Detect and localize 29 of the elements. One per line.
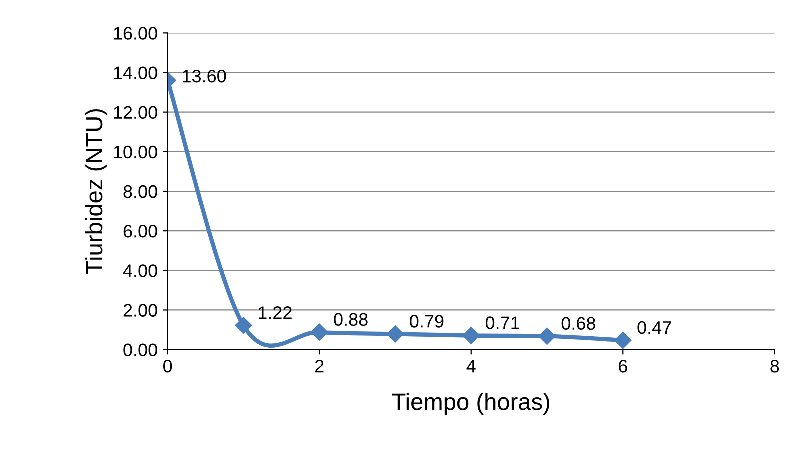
x-tick-label: 4 xyxy=(466,360,476,373)
y-tick-label: 16.00 xyxy=(114,27,158,40)
y-axis-title: Tiurbidez (NTU) xyxy=(85,109,108,274)
y-tick-label: 14.00 xyxy=(114,66,158,80)
x-tick-label: 0 xyxy=(164,360,172,373)
y-tick-label: 6.00 xyxy=(124,225,158,238)
y-tick-label: 0.00 xyxy=(124,344,158,357)
data-label: 0.88 xyxy=(334,313,368,326)
y-tick-label: 10.00 xyxy=(114,146,158,159)
y-tick-label: 4.00 xyxy=(123,264,158,278)
point xyxy=(386,326,404,343)
data-label: 13.60 xyxy=(183,70,226,83)
data-label: 0.47 xyxy=(638,321,672,334)
data-label: 0.71 xyxy=(486,316,520,330)
y-tick-label: 2.00 xyxy=(124,304,158,317)
y-tick-label: 8.00 xyxy=(124,185,158,198)
data-label: 0.68 xyxy=(562,317,596,330)
x-tick-label: 6 xyxy=(619,360,628,373)
y-tick-label: 12.00 xyxy=(114,106,158,120)
data-label: 1.22 xyxy=(258,306,292,320)
data-label: 0.79 xyxy=(410,315,444,328)
point xyxy=(462,327,480,344)
point xyxy=(538,328,556,345)
x-tick-label: 8 xyxy=(770,360,780,373)
point xyxy=(311,324,328,341)
x-tick-label: 2 xyxy=(315,360,324,373)
point xyxy=(235,317,252,334)
point xyxy=(614,332,632,350)
x-axis-title: Tiempo (horas) xyxy=(392,393,550,416)
